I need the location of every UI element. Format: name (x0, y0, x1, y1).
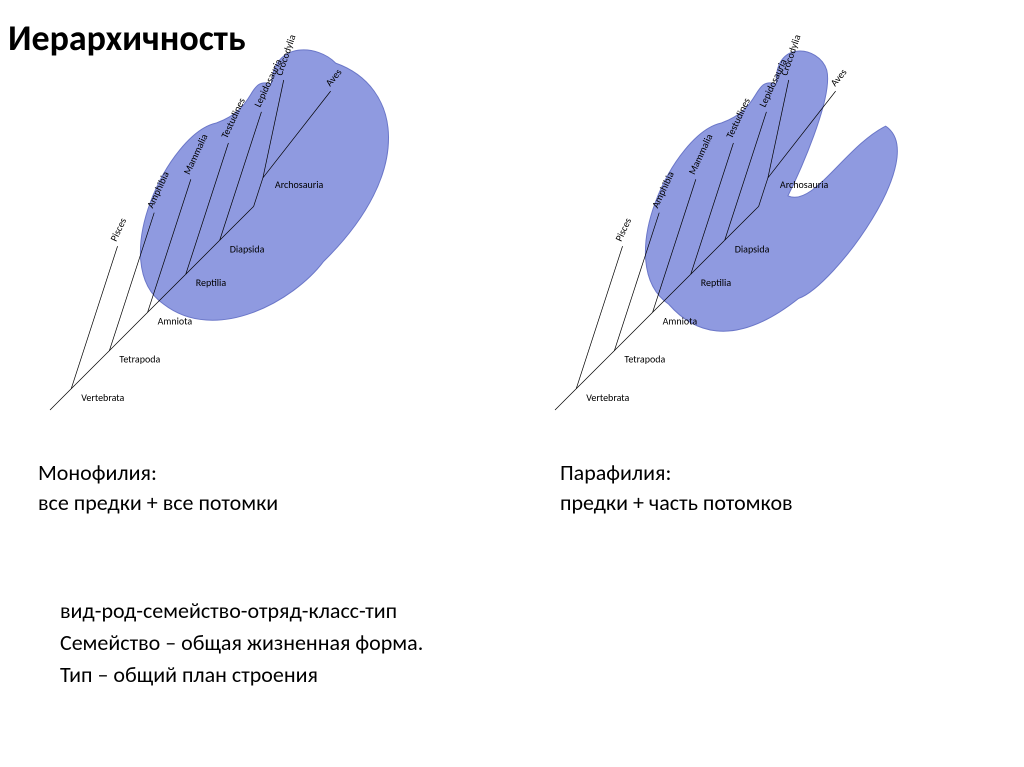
node-label-Diapsida: Diapsida (735, 242, 770, 255)
caption-monophyly: Монофилия: все предки + все потомки (38, 458, 278, 517)
node-label-Archosauria: Archosauria (780, 178, 829, 191)
node-label-Tetrapoda: Tetrapoda (119, 353, 160, 366)
cladogram-monophyly: PiscesAmphibiaMammaliaTestudinesLepidosa… (30, 100, 490, 440)
taxonomy-text: вид-род-семейство-отряд-класс-тип Семейс… (60, 595, 423, 691)
cladogram-paraphyly: PiscesAmphibiaMammaliaTestudinesLepidosa… (535, 100, 995, 440)
tip-label-Aves: Aves (827, 66, 849, 89)
stem-root (555, 389, 576, 410)
node-label-Archosauria: Archosauria (275, 178, 324, 191)
node-label-Vertebrata: Vertebrata (586, 391, 629, 404)
stem-seg-1 (109, 312, 147, 350)
node-label-Reptilia: Reptilia (196, 276, 227, 289)
taxonomy-line2: Семейство – общая жизненная форма. (60, 627, 423, 659)
branch-Pisces (576, 246, 622, 389)
caption-paraphyly: Парафилия: предки + часть потомков (560, 458, 793, 517)
stem-seg-1 (614, 312, 652, 350)
node-label-Vertebrata: Vertebrata (81, 391, 124, 404)
taxonomy-line1: вид-род-семейство-отряд-класс-тип (60, 595, 423, 627)
tip-label-Pisces: Pisces (612, 216, 634, 244)
page-title: Иерархичность (8, 16, 246, 60)
caption-monophyly-line1: Монофилия: (38, 458, 278, 488)
stem-root (50, 389, 71, 410)
node-label-Tetrapoda: Tetrapoda (624, 353, 665, 366)
node-label-Amniota: Amniota (158, 314, 193, 327)
stem-seg-0 (71, 351, 109, 389)
caption-paraphyly-line2: предки + часть потомков (560, 488, 793, 518)
taxonomy-line3: Тип – общий план строения (60, 659, 423, 691)
caption-paraphyly-line1: Парафилия: (560, 458, 793, 488)
caption-monophyly-line2: все предки + все потомки (38, 488, 278, 518)
node-label-Diapsida: Diapsida (230, 242, 265, 255)
node-label-Amniota: Amniota (663, 314, 698, 327)
tip-label-Pisces: Pisces (107, 216, 129, 244)
stem-seg-0 (576, 351, 614, 389)
branch-Pisces (71, 246, 117, 389)
node-label-Reptilia: Reptilia (701, 276, 732, 289)
